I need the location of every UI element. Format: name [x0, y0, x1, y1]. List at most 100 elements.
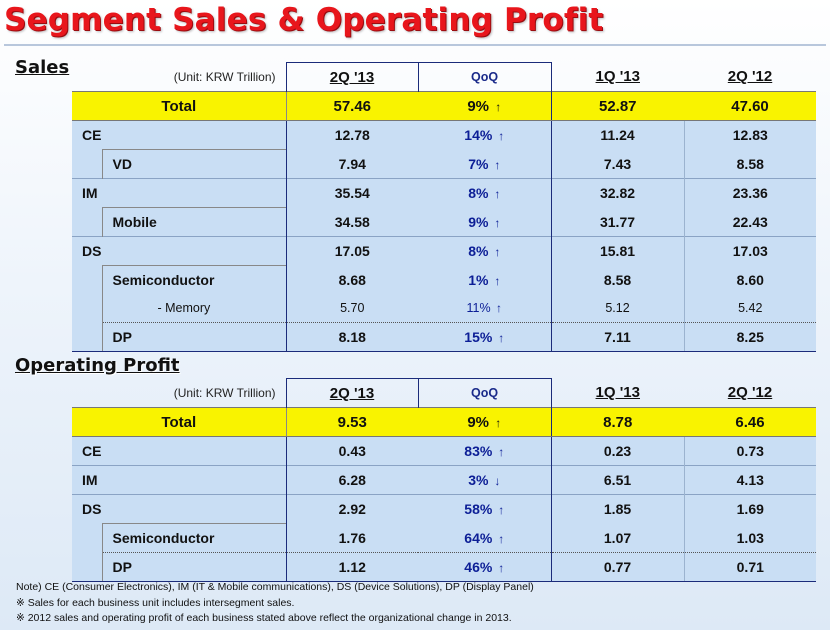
row-label: DS	[72, 494, 287, 524]
table-row: DP 8.18 15% ↑ 7.11 8.25	[72, 322, 817, 352]
value-2q12: 47.60	[684, 91, 817, 121]
value-2q12: 12.83	[683, 120, 817, 150]
op-header-2q12: 2Q '12	[727, 384, 773, 402]
row-label: Semiconductor	[101, 523, 287, 553]
op-unit-label: (Unit: KRW Trillion)	[173, 385, 276, 400]
table-row: Semiconductor 1.76 64% ↑ 1.07 1.03	[72, 523, 817, 553]
qoq-cell: 11% ↑	[418, 294, 552, 323]
sales-header-2q13: 2Q '13	[285, 62, 419, 92]
value-1q13: 8.78	[551, 407, 685, 437]
row-label: Mobile	[101, 207, 287, 237]
sales-table: (Unit: KRW Trillion) 2Q '13 QoQ 1Q '13 2…	[72, 62, 817, 352]
qoq-cell: 9% ↑	[418, 207, 552, 237]
value-2q12: 8.58	[683, 149, 817, 179]
sales-header-row: (Unit: KRW Trillion) 2Q '13 QoQ 1Q '13 2…	[72, 62, 816, 92]
value-2q12: 4.13	[683, 465, 817, 495]
table-row: IM 6.28 3% ↓ 6.51 4.13	[72, 465, 817, 495]
value-2q12: 6.46	[684, 407, 817, 437]
qoq-value: 9%	[467, 97, 490, 115]
value-2q13: 2.92	[285, 494, 419, 524]
row-label: Total	[72, 91, 287, 121]
up-arrow-icon: ↑	[496, 301, 503, 315]
value-2q12: 8.60	[683, 265, 817, 294]
row-label: Semiconductor	[101, 265, 287, 294]
value-2q12: 0.73	[683, 436, 817, 466]
table-row: DS 2.92 58% ↑ 1.85 1.69	[72, 494, 817, 524]
value-2q13: 34.58	[285, 207, 419, 237]
row-label: DS	[72, 236, 287, 266]
qoq-cell: 7% ↑	[418, 149, 552, 179]
op-section-label: Operating Profit	[15, 355, 180, 376]
qoq-value: 58%	[464, 501, 493, 518]
value-1q13: 6.51	[551, 465, 685, 495]
up-arrow-icon: ↑	[494, 273, 501, 288]
value-2q13: 1.12	[285, 552, 419, 582]
table-row: - Memory 5.70 11% ↑ 5.12 5.42	[72, 294, 817, 323]
qoq-cell: 14% ↑	[418, 120, 552, 150]
value-2q13: 6.28	[285, 465, 419, 495]
value-2q12: 8.25	[683, 322, 817, 352]
value-1q13: 7.43	[551, 149, 685, 179]
qoq-value: 64%	[464, 529, 493, 546]
qoq-value: 11%	[466, 301, 491, 315]
table-row: Mobile 34.58 9% ↑ 31.77 22.43	[72, 207, 817, 237]
op-header-2q13: 2Q '13	[285, 378, 419, 408]
up-arrow-icon: ↑	[495, 415, 502, 430]
qoq-value: 8%	[468, 185, 489, 202]
value-2q12: 1.03	[683, 523, 817, 553]
table-row: Total 57.46 9% ↑ 52.87 47.60	[72, 91, 817, 121]
qoq-value: 7%	[468, 155, 489, 172]
page-title: Segment Sales & Operating Profit	[4, 2, 826, 46]
row-label: Total	[72, 407, 287, 437]
value-2q12: 17.03	[683, 236, 817, 266]
table-row: Semiconductor 8.68 1% ↑ 8.58 8.60	[72, 265, 817, 294]
up-arrow-icon: ↑	[495, 99, 502, 114]
row-label: CE	[72, 120, 287, 150]
table-row: DS 17.05 8% ↑ 15.81 17.03	[72, 236, 817, 266]
op-header-qoq: QoQ	[417, 378, 552, 408]
value-2q12: 22.43	[683, 207, 817, 237]
up-arrow-icon: ↑	[498, 445, 505, 459]
table-row: CE 0.43 83% ↑ 0.23 0.73	[72, 436, 817, 466]
up-arrow-icon: ↑	[494, 187, 501, 202]
value-2q13: 9.53	[285, 407, 419, 437]
qoq-value: 9%	[467, 413, 490, 431]
up-arrow-icon: ↑	[498, 129, 505, 144]
value-1q13: 5.12	[551, 294, 685, 323]
value-1q13: 7.11	[551, 322, 685, 352]
value-1q13: 15.81	[551, 236, 685, 266]
qoq-cell: 15% ↑	[418, 322, 552, 352]
qoq-cell: 8% ↑	[418, 236, 552, 266]
up-arrow-icon: ↑	[498, 531, 505, 546]
value-2q13: 0.43	[285, 436, 419, 466]
value-1q13: 32.82	[551, 178, 685, 208]
value-2q13: 5.70	[285, 294, 419, 323]
sales-unit-label: (Unit: KRW Trillion)	[173, 69, 276, 84]
row-label: VD	[101, 149, 287, 179]
qoq-value: 46%	[464, 559, 493, 575]
op-header-row: (Unit: KRW Trillion) 2Q '13 QoQ 1Q '13 2…	[72, 378, 816, 408]
sales-header-2q12: 2Q '12	[727, 68, 773, 86]
row-label: - Memory	[101, 294, 287, 323]
value-2q13: 1.76	[285, 523, 419, 553]
qoq-value: 15%	[464, 329, 493, 345]
qoq-cell: 8% ↑	[418, 178, 552, 208]
qoq-value: 9%	[468, 213, 489, 230]
value-2q13: 17.05	[285, 236, 419, 266]
footnote: ※ Sales for each business unit includes …	[16, 596, 295, 609]
qoq-value: 1%	[468, 271, 489, 288]
row-label: IM	[72, 465, 287, 495]
qoq-cell: 1% ↑	[418, 265, 552, 294]
up-arrow-icon: ↑	[498, 331, 505, 345]
value-2q13: 35.54	[285, 178, 419, 208]
value-2q12: 5.42	[683, 294, 817, 323]
value-1q13: 11.24	[551, 120, 685, 150]
value-1q13: 1.85	[551, 494, 685, 524]
value-1q13: 0.77	[551, 552, 685, 582]
row-label: DP	[101, 552, 287, 582]
value-2q13: 8.18	[285, 322, 419, 352]
value-1q13: 1.07	[551, 523, 685, 553]
value-2q13: 57.46	[285, 91, 419, 121]
table-row: Total 9.53 9% ↑ 8.78 6.46	[72, 407, 817, 437]
value-2q13: 8.68	[285, 265, 419, 294]
